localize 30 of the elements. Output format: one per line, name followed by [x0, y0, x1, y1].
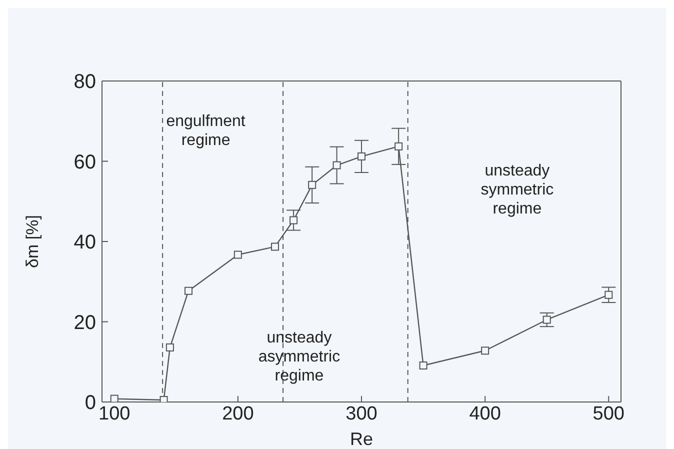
point	[542, 316, 551, 324]
point	[358, 152, 366, 160]
point	[271, 242, 279, 251]
point	[290, 216, 298, 224]
point	[234, 250, 242, 259]
x-tick-label: 400	[469, 403, 501, 424]
y-axis-title: δm [%]	[23, 215, 42, 268]
y-tick-label: 60	[74, 151, 96, 174]
point	[184, 286, 192, 295]
x-axis-title: Re	[350, 429, 374, 449]
x-tick-label: 300	[346, 403, 378, 424]
point	[419, 361, 428, 370]
y-tick-label: 80	[74, 71, 96, 94]
y-tick-label: 20	[74, 312, 96, 334]
point	[110, 394, 118, 402]
point	[394, 142, 403, 150]
point	[160, 396, 168, 402]
y-tick-label: 0	[84, 392, 96, 414]
annotation: unsteady symmetric regime	[480, 162, 554, 219]
annotation: unsteady asymmetric regime	[258, 328, 340, 386]
x-tick-label: 100	[98, 403, 130, 424]
point	[481, 346, 490, 355]
point	[604, 290, 613, 299]
annotation: engulfment regime	[166, 112, 246, 150]
point	[308, 180, 316, 189]
x-tick-label: 200	[222, 403, 254, 424]
x-tick-label: 500	[592, 403, 624, 424]
point	[332, 161, 341, 170]
y-tick-label: 40	[74, 232, 96, 254]
point	[166, 343, 174, 352]
